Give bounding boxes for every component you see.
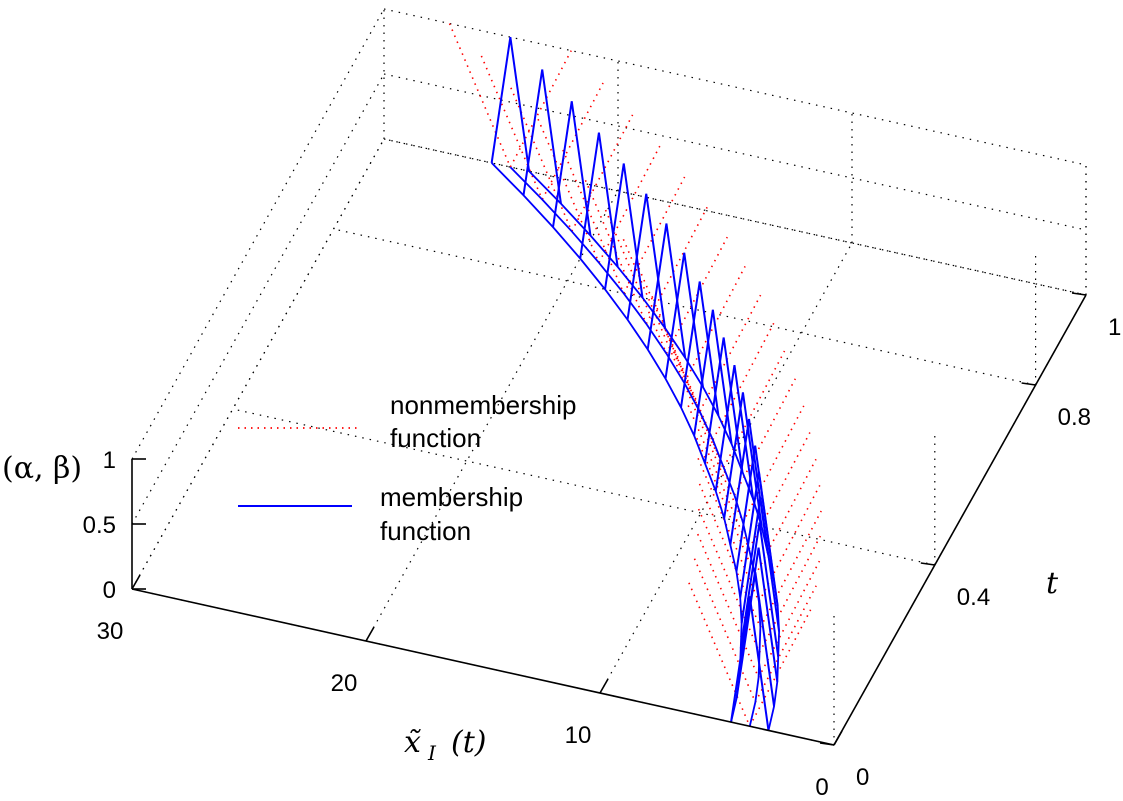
- y-tick-mark: [920, 562, 935, 566]
- membership-curve: [730, 596, 770, 731]
- y-tick-label: 1: [1108, 314, 1121, 341]
- z-tick-label: 0: [103, 577, 116, 604]
- membership-curve: [703, 337, 744, 472]
- z-axis-label: (α, β): [2, 451, 82, 486]
- axis-layer: [131, 292, 1087, 746]
- nonmembership-curve: [651, 295, 775, 442]
- membership-curve: [714, 365, 755, 500]
- membership-curve: [522, 69, 562, 204]
- nonmembership-curve: [537, 118, 661, 265]
- membership-curve: [626, 193, 666, 329]
- x-tick-label: 0: [815, 774, 828, 801]
- grid-line-z-back: [383, 138, 1087, 296]
- y-axis-label: t: [1046, 566, 1059, 601]
- z-tick-label: 0.5: [83, 512, 116, 539]
- y-tick-label: 0.4: [957, 584, 990, 611]
- grid-line-x: [599, 242, 853, 694]
- membership-base-edge: [509, 166, 762, 727]
- membership-curve: [646, 223, 687, 358]
- y-tick-mark: [819, 742, 835, 746]
- membership-curve: [693, 309, 733, 445]
- membership-curve: [680, 281, 720, 416]
- grid-line-z-left: [131, 73, 385, 525]
- grid-line-t: [383, 138, 1087, 296]
- svg-text:x̃: x̃: [404, 725, 422, 760]
- svg-text:I: I: [427, 741, 437, 765]
- nonmembership-curve: [672, 351, 797, 498]
- legend-membership-label-2: function: [380, 516, 471, 546]
- membership-curve: [723, 392, 763, 527]
- y-tick-label: 0: [856, 764, 869, 791]
- legend-nonmembership-label-2: function: [390, 423, 481, 453]
- nonmembership-curve: [480, 55, 604, 202]
- x-axis-line: [131, 588, 835, 746]
- z-tick-label: 1: [103, 447, 116, 474]
- membership-curve: [664, 252, 704, 388]
- membership-curve: [738, 547, 779, 682]
- x-tick-mark: [131, 574, 141, 590]
- membership-curve: [604, 163, 644, 298]
- grid-line-z-back: [383, 73, 1087, 231]
- x-tick-mark: [833, 730, 843, 746]
- membership-curve: [735, 445, 775, 580]
- x-tick-label: 20: [331, 670, 358, 697]
- grid-line-z-left: [131, 8, 385, 460]
- x-axis-label: x̃ I (t): [404, 725, 486, 765]
- grid-layer: [131, 8, 1087, 746]
- legend: nonmembership function membership functi…: [238, 390, 576, 546]
- membership-base-edge: [528, 170, 781, 731]
- grid-line-x: [131, 138, 385, 590]
- membership-curve: [579, 132, 619, 267]
- y-tick-mark: [1021, 382, 1036, 386]
- membership-base-edge: [490, 162, 743, 723]
- grid-line-t: [232, 408, 935, 566]
- membership-curve: [490, 36, 531, 172]
- grid-line-z-left: [131, 138, 385, 590]
- x-tick-mark: [599, 678, 609, 694]
- data-layer: [448, 23, 822, 731]
- x-tick-mark: [365, 626, 375, 642]
- nonmembership-curve: [662, 323, 786, 470]
- svg-text:(t): (t): [451, 725, 486, 760]
- y-axis-line: [833, 294, 1087, 746]
- grid-line-z-back: [383, 8, 1087, 166]
- x-tick-label: 30: [97, 618, 124, 645]
- grid-line-t: [333, 228, 1036, 386]
- y-tick-label: 0.8: [1058, 404, 1091, 431]
- x-tick-label: 10: [565, 722, 592, 749]
- legend-membership-label-1: membership: [380, 482, 523, 512]
- y-tick-mark: [1071, 292, 1087, 296]
- legend-nonmembership-label-1: nonmembership: [390, 390, 576, 420]
